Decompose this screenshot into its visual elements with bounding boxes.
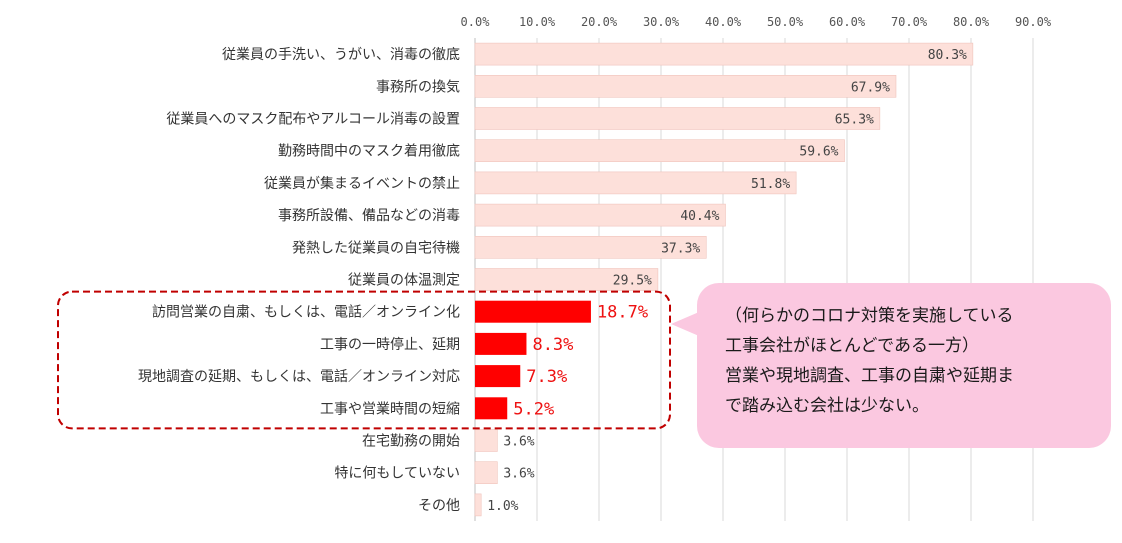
- category-label: 現地調査の延期、もしくは、電話／オンライン対応: [138, 368, 460, 385]
- value-label: 8.3%: [532, 335, 573, 355]
- value-label: 7.3%: [526, 367, 567, 387]
- x-tick-label: 20.0%: [581, 15, 618, 29]
- category-label: 特に何もしていない: [334, 466, 460, 482]
- bar: [474, 42, 974, 66]
- bar: [474, 461, 498, 485]
- category-label: 工事の一時停止、延期: [320, 336, 460, 353]
- value-label: 40.4%: [680, 209, 719, 224]
- bars: [474, 42, 974, 517]
- category-label: 事務所設備、備品などの消毒: [278, 208, 460, 224]
- category-label: 従業員へのマスク配布やアルコール消毒の設置: [166, 112, 460, 128]
- bar: [474, 236, 707, 259]
- callout-line-3: 営業や現地調査、工事の自粛や延期ま: [725, 366, 1014, 386]
- value-label: 1.0%: [487, 499, 518, 514]
- value-label: 37.3%: [661, 241, 700, 256]
- bar: [474, 203, 726, 227]
- category-label: 従業員の手洗い、うがい、消毒の徹底: [222, 47, 460, 63]
- x-tick-label: 10.0%: [519, 15, 556, 29]
- bar: [474, 493, 482, 517]
- category-labels: 従業員の手洗い、うがい、消毒の徹底事務所の換気従業員へのマスク配布やアルコール消…: [138, 47, 460, 514]
- bar: [474, 139, 845, 162]
- bar: [475, 365, 521, 388]
- value-label: 29.5%: [613, 274, 652, 289]
- category-label: 従業員が集まるイベントの禁止: [264, 175, 460, 192]
- bar: [474, 75, 897, 98]
- callout-line-2: 工事会社がほとんどである一方）: [725, 336, 979, 356]
- bar: [474, 107, 881, 130]
- x-axis-ticks: 0.0% 10.0% 20.0% 30.0% 40.0% 50.0% 60.0% 70.0% 8…: [461, 15, 1052, 29]
- bar: [475, 332, 527, 355]
- highlight-box: [57, 290, 671, 430]
- bar: [474, 429, 498, 452]
- x-tick-label: 80.0%: [953, 15, 990, 29]
- category-label: 訪問営業の自粛、もしくは、電話／オンライン化: [152, 304, 460, 321]
- category-label: その他: [418, 498, 460, 514]
- value-label: 65.3%: [835, 113, 874, 128]
- category-label: 勤務時間中のマスク着用徹底: [278, 144, 460, 160]
- bar: [475, 397, 508, 420]
- callout-line-4: で踏み込む会社は少ない。: [725, 396, 929, 416]
- value-label: 3.6%: [503, 467, 534, 482]
- x-tick-label: 90.0%: [1015, 15, 1052, 29]
- category-label: 従業員の体温測定: [348, 273, 460, 289]
- bar: [474, 171, 797, 195]
- x-tick-label: 30.0%: [643, 15, 680, 29]
- category-label: 発熱した従業員の自宅待機: [292, 240, 460, 256]
- category-label: 工事や営業時間の短縮: [320, 401, 460, 417]
- x-tick-label: 40.0%: [705, 15, 742, 29]
- x-tick-label: 50.0%: [767, 15, 804, 29]
- category-label: 事務所の換気: [376, 79, 460, 95]
- x-tick-label: 70.0%: [891, 15, 928, 29]
- value-label: 59.6%: [799, 145, 838, 160]
- x-tick-label: 0.0%: [461, 15, 491, 29]
- value-labels: 80.3% 67.9% 65.3% 59.6% 51.8% 40.4% 37.3% 29.5%…: [487, 48, 967, 514]
- bar: [474, 268, 659, 291]
- callout-line-1: （何らかのコロナ対策を実施している: [725, 306, 1014, 326]
- bar: [475, 300, 591, 323]
- callout-pointer: [671, 312, 699, 336]
- x-tick-label: 60.0%: [829, 15, 866, 29]
- value-label: 80.3%: [928, 48, 967, 63]
- callout-box: （何らかのコロナ対策を実施している 工事会社がほとんどである一方） 営業や現地調…: [697, 283, 1111, 448]
- value-label: 18.7%: [597, 303, 648, 323]
- category-label: 在宅勤務の開始: [362, 434, 460, 450]
- value-label: 5.2%: [513, 399, 554, 419]
- value-label: 3.6%: [503, 435, 534, 450]
- value-label: 51.8%: [751, 177, 790, 192]
- value-label: 67.9%: [851, 80, 890, 95]
